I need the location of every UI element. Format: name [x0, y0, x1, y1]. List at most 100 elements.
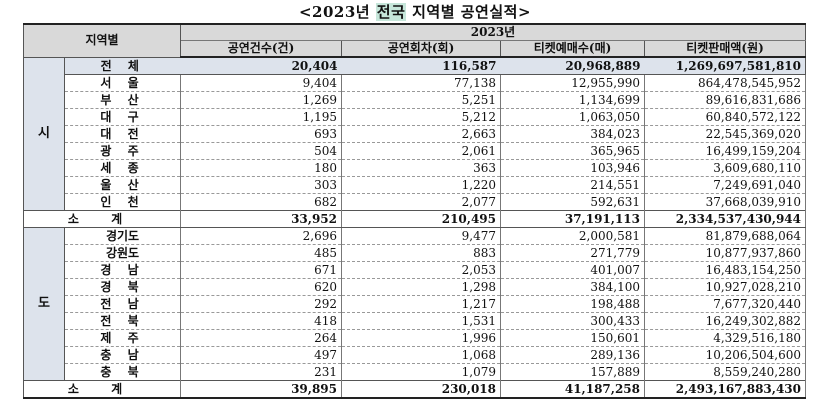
- value-sessions: 363: [341, 159, 501, 177]
- value-performances: 1,195: [180, 108, 342, 126]
- region-label: 전 북: [64, 312, 181, 330]
- value-sales: 4,329,516,180: [644, 329, 807, 347]
- value-sessions: 1,220: [341, 176, 501, 194]
- value-tickets: 12,955,990: [500, 74, 645, 92]
- value-sales: 7,249,691,040: [644, 176, 807, 194]
- subtotal-label: 소 계: [23, 380, 181, 399]
- region-label: 울 산: [64, 176, 181, 194]
- table-row: 경 남 671 2,053 401,007 16,483,154,250: [24, 261, 807, 279]
- table-row: 강원도 485 883 271,779 10,877,937,860: [24, 244, 807, 262]
- region-label: 경기도: [64, 227, 181, 245]
- value-tickets: 592,631: [500, 193, 645, 211]
- header-col-sales: 티켓판매액(원): [643, 40, 807, 58]
- value-sales: 1,269,697,581,810: [644, 57, 807, 75]
- table-row: 제 주 264 1,996 150,601 4,329,516,180: [24, 329, 807, 347]
- value-performances: 9,404: [180, 74, 342, 92]
- value-performances: 693: [180, 125, 342, 143]
- value-tickets: 20,968,889: [500, 57, 645, 75]
- table-row: 충 북 231 1,079 157,889 8,559,240,280: [24, 363, 807, 381]
- value-performances: 180: [180, 159, 342, 177]
- value-tickets: 103,946: [500, 159, 645, 177]
- table-row: 경 북 620 1,298 384,100 10,927,028,210: [24, 278, 807, 296]
- table-row: 도 경기도 2,696 9,477 2,000,581 81,879,688,064: [23, 227, 807, 381]
- value-performances: 497: [180, 346, 342, 364]
- table-row: 서 울 9,404 77,138 12,955,990 864,478,545,952: [24, 74, 807, 92]
- value-performances: 682: [180, 193, 342, 211]
- title-suffix: 지역별 공연실적>: [406, 3, 532, 21]
- value-tickets: 300,433: [500, 312, 645, 330]
- region-label: 전 남: [64, 295, 181, 313]
- header-col-performances: 공연건수(건): [180, 40, 342, 58]
- region-label: 충 북: [64, 363, 181, 381]
- value-sales: 3,609,680,110: [644, 159, 807, 177]
- value-performances: 264: [180, 329, 342, 347]
- region-label: 경 북: [64, 278, 181, 296]
- value-sessions: 5,251: [341, 91, 501, 109]
- value-performances: 20,404: [180, 57, 342, 75]
- subtotal-row: 소 계 39,895 230,018 41,187,258 2,493,167,883,…: [23, 380, 807, 399]
- value-tickets: 384,023: [500, 125, 645, 143]
- value-sales: 7,677,320,440: [644, 295, 807, 313]
- value-tickets: 1,063,050: [500, 108, 645, 126]
- value-tickets: 271,779: [500, 244, 645, 262]
- header-region: 지역별: [23, 23, 181, 58]
- performance-table: 지역별 2023년 공연건수(건) 공연회차(회) 티켓예매수(매) 티켓판매액…: [23, 23, 807, 399]
- value-performances: 620: [180, 278, 342, 296]
- value-tickets: 289,136: [500, 346, 645, 364]
- value-sessions: 1,298: [341, 278, 501, 296]
- table-row: 인 천 682 2,077 592,631 37,668,039,910: [24, 193, 807, 211]
- value-performances: 418: [180, 312, 342, 330]
- value-tickets: 401,007: [500, 261, 645, 279]
- region-label: 세 종: [64, 159, 181, 177]
- value-sales: 81,879,688,064: [644, 227, 807, 245]
- subtotal-row: 소 계 33,952 210,495 37,191,113 2,334,537,430,…: [23, 210, 807, 228]
- value-tickets: 384,100: [500, 278, 645, 296]
- value-tickets: 365,965: [500, 142, 645, 160]
- header-year: 2023년: [179, 23, 807, 41]
- region-label: 제 주: [64, 329, 181, 347]
- region-label: 강원도: [64, 244, 181, 262]
- region-label: 대 전: [64, 125, 181, 143]
- group-label-si: 시: [23, 57, 65, 211]
- table-row: 광 주 504 2,061 365,965 16,499,159,204: [24, 142, 807, 160]
- value-performances: 292: [180, 295, 342, 313]
- value-sessions: 9,477: [341, 227, 501, 245]
- value-tickets: 198,488: [500, 295, 645, 313]
- value-sessions: 1,996: [341, 329, 501, 347]
- table-row: 울 산 303 1,220 214,551 7,249,691,040: [24, 176, 807, 194]
- value-sessions: 1,068: [341, 346, 501, 364]
- table-title: <2023년 전국 지역별 공연실적>: [0, 2, 830, 22]
- value-sessions: 2,053: [341, 261, 501, 279]
- value-tickets: 214,551: [500, 176, 645, 194]
- value-sales: 16,249,302,882: [644, 312, 807, 330]
- value-sales: 37,668,039,910: [644, 193, 807, 211]
- table-row: 부 산 1,269 5,251 1,134,699 89,616,831,686: [24, 91, 807, 109]
- value-performances: 504: [180, 142, 342, 160]
- value-sales: 22,545,369,020: [644, 125, 807, 143]
- value-sales: 8,559,240,280: [644, 363, 807, 381]
- value-performances: 303: [180, 176, 342, 194]
- value-sessions: 883: [341, 244, 501, 262]
- region-label: 대 구: [64, 108, 181, 126]
- subtotal-label: 소 계: [23, 210, 181, 228]
- region-label: 부 산: [64, 91, 181, 109]
- value-sales: 2,493,167,883,430: [644, 380, 807, 399]
- value-performances: 485: [180, 244, 342, 262]
- value-sales: 10,877,937,860: [644, 244, 807, 262]
- value-performances: 231: [180, 363, 342, 381]
- value-tickets: 2,000,581: [500, 227, 645, 245]
- value-sessions: 1,079: [341, 363, 501, 381]
- title-prefix: <2023년: [298, 3, 376, 21]
- header-col-sessions: 공연회차(회): [341, 40, 501, 58]
- region-label: 경 남: [64, 261, 181, 279]
- value-performances: 39,895: [180, 380, 342, 399]
- header-col-tickets: 티켓예매수(매): [500, 40, 645, 58]
- value-sessions: 230,018: [341, 380, 501, 399]
- value-sales: 16,499,159,204: [644, 142, 807, 160]
- table-row: 전 남 292 1,217 198,488 7,677,320,440: [24, 295, 807, 313]
- value-performances: 671: [180, 261, 342, 279]
- value-tickets: 41,187,258: [500, 380, 645, 399]
- value-tickets: 150,601: [500, 329, 645, 347]
